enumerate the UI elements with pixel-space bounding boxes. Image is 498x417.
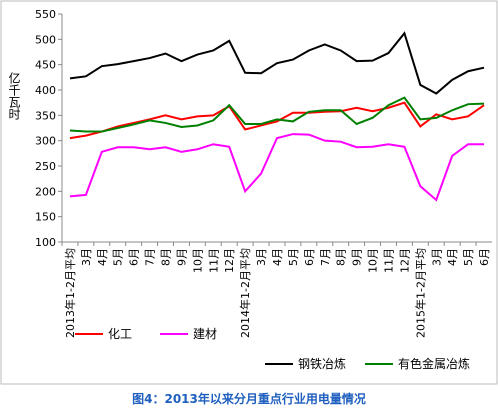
x-tick-label: 5月: [287, 248, 300, 266]
x-tick-label: 9月: [175, 248, 188, 266]
x-tick-label: 7月: [319, 248, 332, 266]
x-tick-label: 3月: [430, 248, 443, 266]
x-tick-label: 5月: [112, 248, 125, 266]
y-tick-label: 300: [35, 135, 56, 148]
x-tick-label: 11月: [382, 248, 395, 273]
y-tick-label: 550: [35, 8, 56, 21]
x-tick-label: 10月: [191, 248, 204, 273]
series-line: [69, 101, 485, 140]
caption: 图4：2013年以来分月重点行业用电量情况: [132, 391, 366, 406]
x-tick-label: 8月: [160, 248, 173, 266]
y-axis-label: 亿千瓦时: [7, 71, 21, 120]
x-tick-label: 6月: [303, 248, 316, 266]
x-tick-label: 9月: [351, 248, 364, 266]
x-tick-label: 11月: [207, 248, 220, 273]
x-tick-label: 5月: [462, 248, 475, 266]
x-tick-label: 8月: [335, 248, 348, 266]
x-tick-label: 3月: [80, 248, 93, 266]
x-tick-label: 4月: [271, 248, 284, 266]
x-tick-label: 7月: [144, 248, 157, 266]
legend-label: 有色金属冶炼: [398, 356, 470, 371]
x-tick-label: 3月: [255, 248, 268, 266]
x-tick-label: 2015年1-2月平均: [413, 248, 427, 338]
series-line: [69, 31, 485, 95]
x-tick-label: 10月: [367, 248, 380, 273]
x-tick-label: 12月: [223, 248, 236, 273]
y-tick-label: 500: [35, 33, 56, 46]
legend-label: 建材: [193, 327, 217, 341]
x-tick-label: 6月: [478, 248, 491, 266]
x-tick-label: 2013年1-2月平均: [63, 248, 77, 338]
x-tick-label: 4月: [446, 248, 459, 266]
y-tick-label: 450: [35, 59, 56, 72]
y-tick-label: 400: [35, 84, 56, 97]
legend-label: 化工: [108, 327, 132, 341]
legend-label: 钢铁冶炼: [298, 356, 346, 371]
y-tick-label: 200: [35, 185, 56, 198]
y-tick-label: 150: [35, 211, 56, 224]
y-tick-label: 250: [35, 160, 56, 173]
series-line: [69, 96, 485, 133]
y-tick-label: 350: [35, 109, 56, 122]
x-tick-label: 12月: [398, 248, 411, 273]
x-tick-label: 2014年1-2月平均: [238, 248, 252, 338]
series-line: [69, 133, 485, 202]
frame: [0, 0, 498, 385]
x-tick-label: 6月: [128, 248, 141, 266]
x-tick-label: 4月: [96, 248, 109, 266]
y-tick-label: 100: [35, 236, 56, 249]
